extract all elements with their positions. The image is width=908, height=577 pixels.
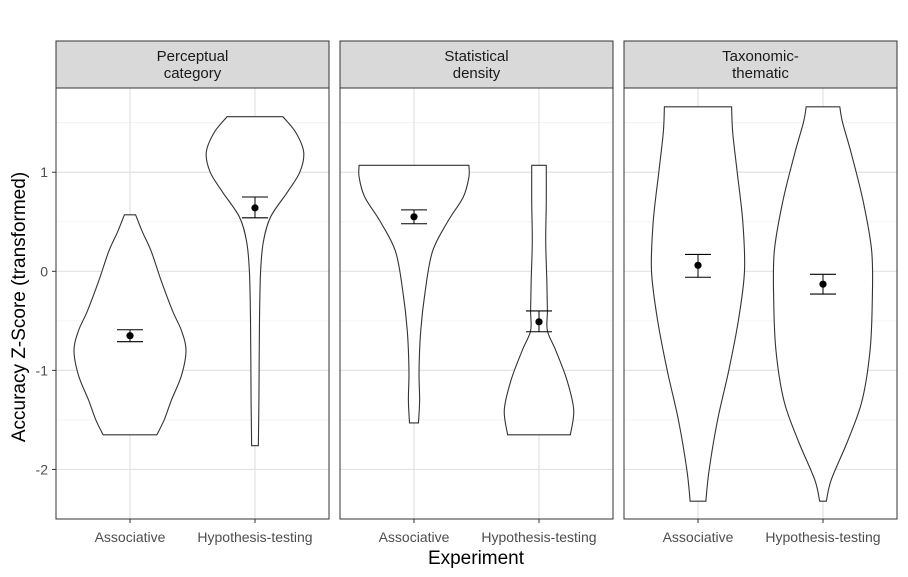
mean-point (251, 204, 259, 212)
mean-point (410, 213, 418, 221)
violin-shape (205, 116, 305, 447)
mean-point (126, 332, 134, 340)
mean-point (694, 261, 702, 269)
x-axis-title: Experiment (428, 548, 525, 569)
violin-shape (73, 214, 187, 436)
facet-title-line: Statistical (444, 48, 508, 65)
y-tick-label: 0 (40, 263, 48, 279)
facet-title-line: Taxonomic- (722, 48, 799, 65)
mean-point (819, 280, 827, 288)
x-tick-label: Associative (379, 529, 450, 545)
violin-shape (503, 164, 575, 436)
violin-shape (650, 106, 746, 502)
mean-point (535, 318, 543, 326)
x-tick-label: Hypothesis-testing (765, 529, 880, 545)
facet-title-line: category (164, 65, 222, 82)
x-tick-label: Associative (663, 529, 734, 545)
y-tick-label: -2 (36, 461, 49, 477)
violin-shape (358, 164, 470, 424)
x-tick-label: Hypothesis-testing (481, 529, 596, 545)
panel-background (340, 88, 613, 519)
violin-shape (772, 106, 874, 502)
facet-title-line: thematic (732, 65, 789, 82)
facet-strip (339, 40, 614, 89)
x-tick-label: Hypothesis-testing (197, 529, 312, 545)
facet-strip (55, 40, 330, 89)
facet-title-line: density (453, 65, 501, 82)
facet-panel: Taxonomic-thematic Associative Hypothesis-… (623, 40, 898, 545)
y-tick-label: 1 (40, 164, 48, 180)
x-tick-label: Associative (95, 529, 166, 545)
y-tick-label: -1 (36, 362, 49, 378)
facet-title-line: Perceptual (157, 48, 229, 65)
facet-strip (623, 40, 898, 89)
y-axis-title: Accuracy Z-Score (transformed) (9, 172, 30, 442)
